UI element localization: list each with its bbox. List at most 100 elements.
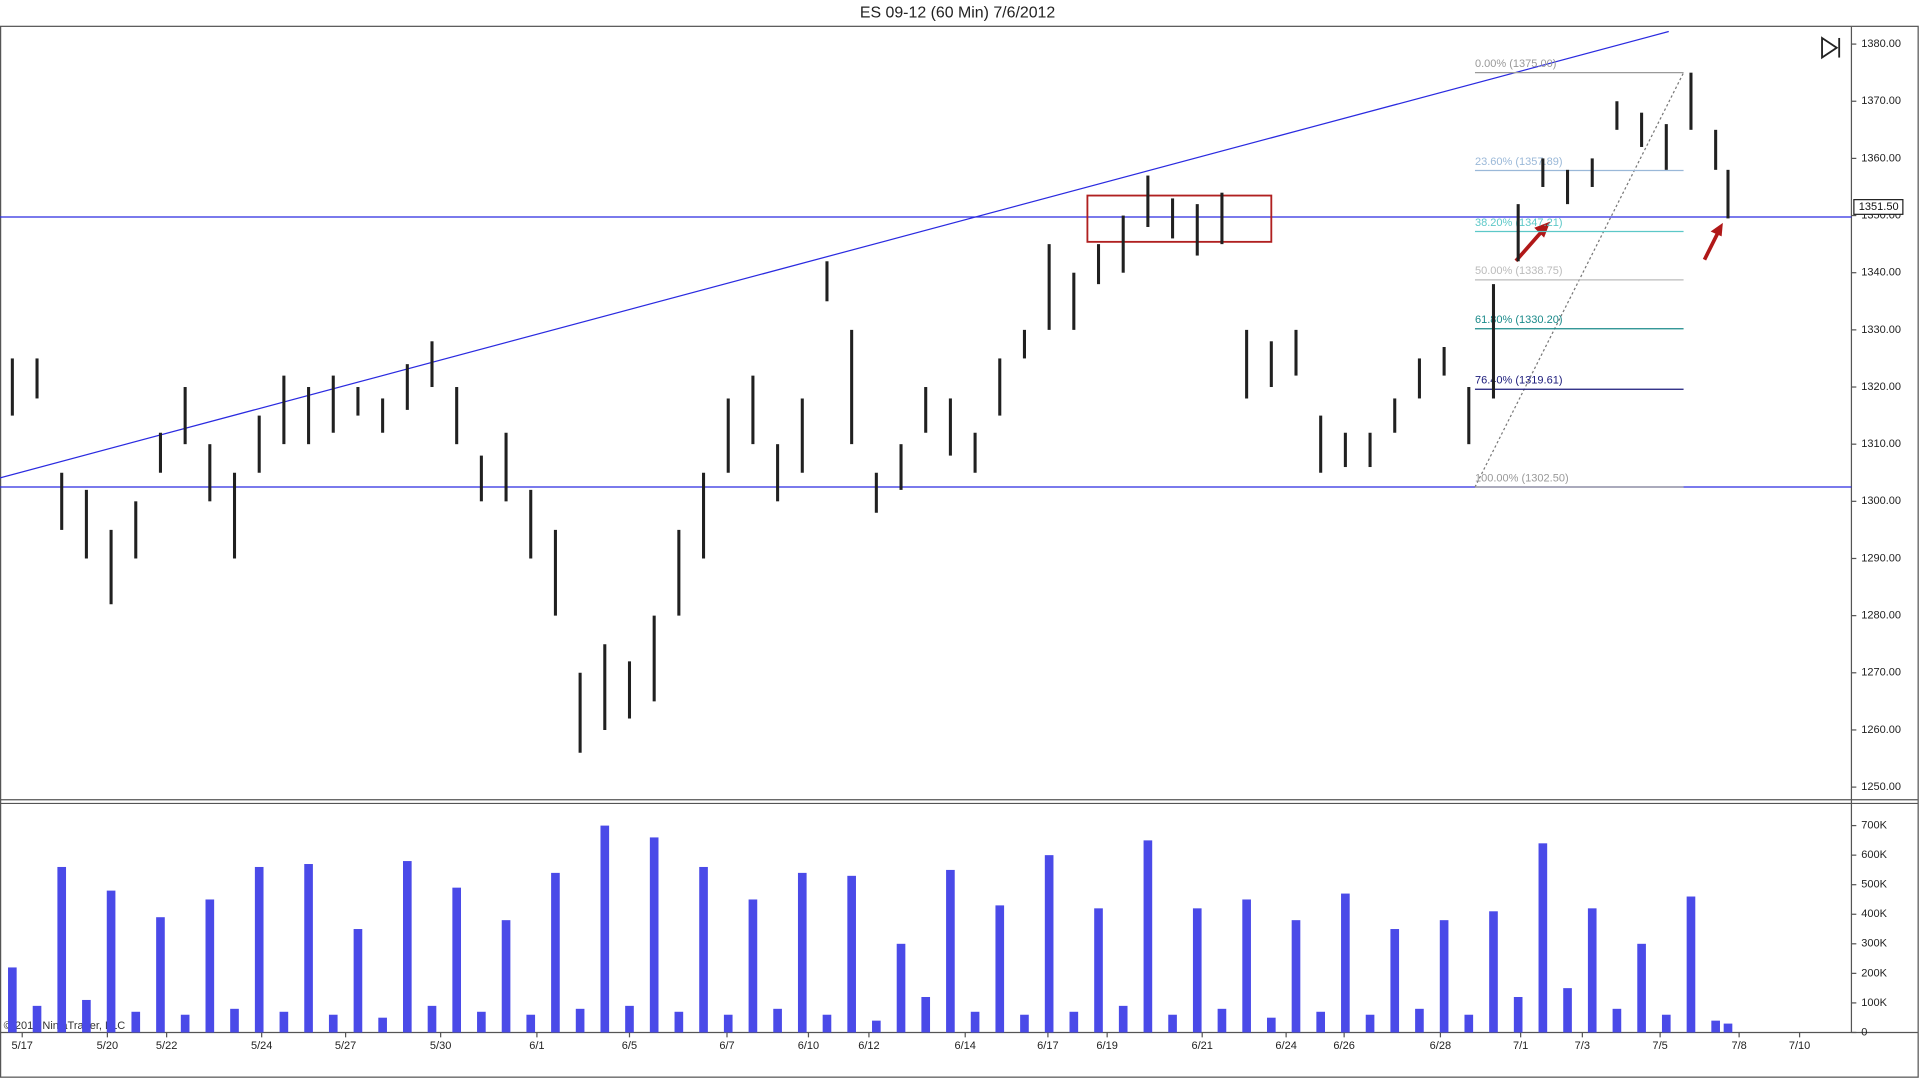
x-tick-label: 5/17: [11, 1040, 32, 1052]
x-tick-label: 5/22: [156, 1040, 177, 1052]
x-tick-label: 6/26: [1333, 1040, 1354, 1052]
volume-bar: [378, 1017, 387, 1033]
volume-bar: [82, 999, 91, 1033]
volume-bar: [1723, 1023, 1733, 1033]
volume-bar: [1711, 1020, 1720, 1033]
fib-label: 23.60% (1357.89): [1475, 156, 1563, 168]
volume-bar: [1118, 1005, 1128, 1033]
y-tick-label: 1290.00: [1861, 552, 1901, 564]
volume-bar: [1143, 840, 1153, 1033]
last-price-box: [1853, 199, 1904, 215]
x-tick-label: 5/30: [430, 1040, 451, 1052]
x-tick-label: 5/24: [251, 1040, 272, 1052]
volume-bar: [674, 1011, 684, 1033]
volume-bar: [1192, 908, 1202, 1033]
volume-bar: [402, 861, 412, 1033]
volume-bar: [1538, 843, 1548, 1033]
y-tick-label: 100K: [1861, 997, 1887, 1009]
volume-bar: [1365, 1014, 1375, 1033]
highlight-box: [1086, 194, 1273, 243]
volume-bar: [575, 1008, 585, 1033]
volume-bar: [1094, 908, 1103, 1033]
y-tick-label: 600K: [1861, 849, 1887, 861]
volume-bar: [600, 825, 610, 1033]
volume-bar: [1044, 855, 1054, 1033]
y-tick-label: 1270.00: [1861, 667, 1901, 679]
volume-bar: [699, 866, 708, 1033]
volume-bar: [723, 1014, 733, 1033]
x-tick-label: 7/8: [1731, 1040, 1746, 1052]
x-tick-label: 7/10: [1789, 1040, 1810, 1052]
y-tick-label: 1360.00: [1861, 152, 1901, 164]
trendline: [0, 30, 1669, 479]
x-tick-label: 7/3: [1575, 1040, 1590, 1052]
arrow-shaft: [1514, 229, 1545, 263]
volume-bar: [1415, 1008, 1424, 1033]
volume-bar: [1587, 908, 1597, 1033]
y-tick-label: 1330.00: [1861, 324, 1901, 336]
volume-bar: [1341, 893, 1350, 1033]
x-tick-label: 6/19: [1096, 1040, 1117, 1052]
x-tick-label: 6/7: [719, 1040, 734, 1052]
volume-bar: [279, 1011, 289, 1033]
play-icon[interactable]: [1821, 36, 1841, 60]
volume-bar: [1439, 920, 1449, 1033]
play-triangle[interactable]: [1821, 36, 1839, 60]
volume-bar: [1020, 1014, 1029, 1033]
volume-bar: [1637, 943, 1646, 1033]
volume-bar: [526, 1014, 536, 1033]
volume-bar: [501, 920, 511, 1033]
volume-bar: [1266, 1017, 1276, 1033]
volume-bar: [328, 1014, 338, 1033]
y-tick-label: 0: [1861, 1026, 1867, 1038]
x-tick-label: 6/12: [858, 1040, 879, 1052]
fib-label: 76.40% (1319.61): [1475, 375, 1563, 387]
y-tick-label: 1370.00: [1861, 95, 1901, 107]
volume-bar: [353, 929, 363, 1033]
y-tick-label: 700K: [1861, 820, 1887, 832]
y-tick-label: 200K: [1861, 967, 1887, 979]
volume-bar: [649, 837, 659, 1033]
volume-bar: [1168, 1014, 1177, 1033]
x-tick-label: 5/27: [335, 1040, 356, 1052]
fib-label: 61.80% (1330.20): [1475, 314, 1563, 326]
x-tick-label: 6/21: [1191, 1040, 1212, 1052]
arrow-shaft: [1702, 231, 1720, 261]
volume-bar: [748, 899, 758, 1033]
arrow-head: [1534, 221, 1551, 238]
x-tick-label: 6/17: [1037, 1040, 1058, 1052]
x-tick-label: 5/20: [97, 1040, 118, 1052]
y-tick-label: 1300.00: [1861, 495, 1901, 507]
volume-bar: [1489, 911, 1498, 1033]
volume-bar: [847, 875, 856, 1033]
volume-bar: [921, 996, 931, 1033]
arrow: [1514, 221, 1723, 263]
last-price-label: 1351.50: [1859, 201, 1899, 213]
x-tick-label: 6/24: [1275, 1040, 1296, 1052]
volume-bar: [625, 1005, 634, 1033]
y-tick-label: 1380.00: [1861, 38, 1901, 50]
volume-bar: [1563, 988, 1572, 1033]
volume-bar: [1291, 920, 1301, 1033]
volume-bar: [1612, 1008, 1622, 1033]
volume-bar: [205, 899, 215, 1033]
y-tick-label: 1320.00: [1861, 381, 1901, 393]
x-tick-label: 7/5: [1652, 1040, 1667, 1052]
volume-bar: [551, 872, 560, 1033]
x-tick-label: 6/14: [954, 1040, 975, 1052]
volume-bar: [1242, 899, 1251, 1033]
volume-bar: [427, 1005, 437, 1033]
volume-bar: [8, 967, 17, 1033]
volume-bar: [1686, 896, 1696, 1033]
fib-label: 50.00% (1338.75): [1475, 265, 1563, 277]
volume-bar: [1316, 1011, 1326, 1033]
chart-title: ES 09-12 (60 Min) 7/6/2012: [860, 5, 1056, 22]
volume-bar: [946, 869, 955, 1033]
x-tick-label: 6/1: [529, 1040, 544, 1052]
volume-bar: [230, 1008, 239, 1033]
fib-label: 0.00% (1375.00): [1475, 58, 1556, 70]
volume-bar: [797, 872, 807, 1033]
volume-bar: [106, 890, 116, 1033]
y-tick-label: 1310.00: [1861, 438, 1901, 450]
